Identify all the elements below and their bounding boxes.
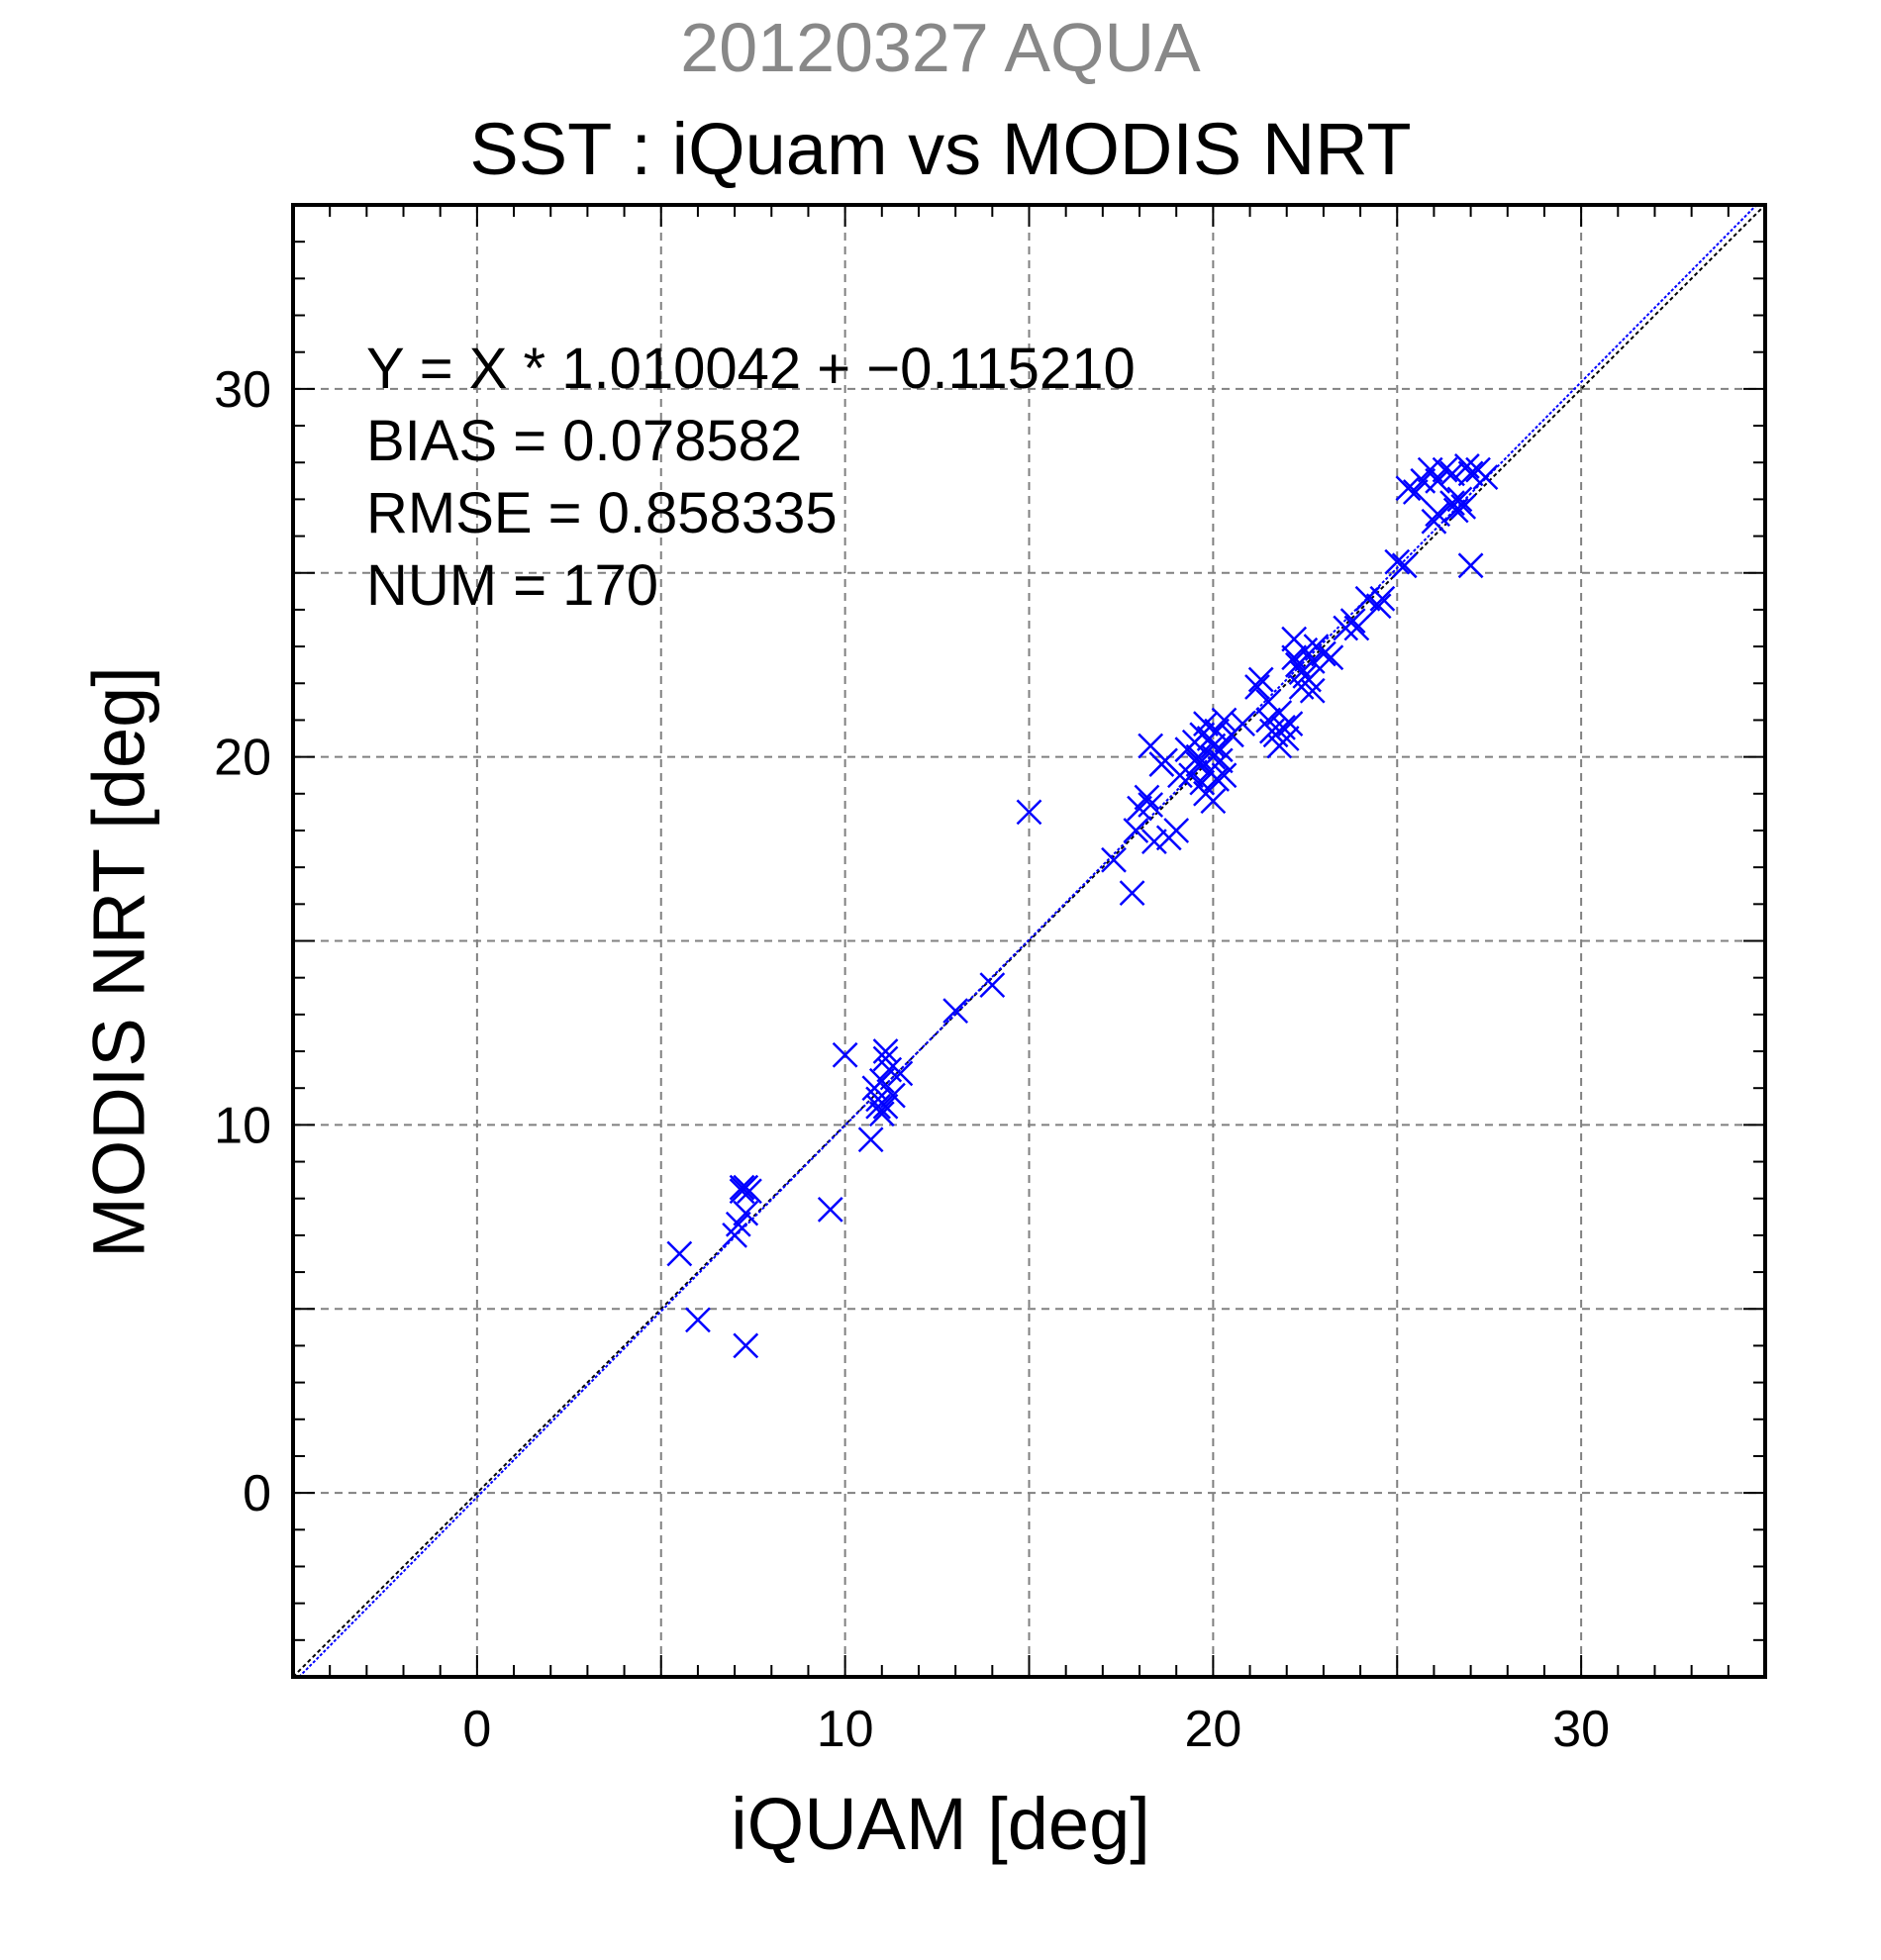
data-point <box>872 1093 899 1120</box>
count-value: NUM = 170 <box>366 553 658 618</box>
data-point <box>1457 552 1484 579</box>
tick-labels: 0 10 20 30 0 10 20 30 <box>214 361 1610 1758</box>
data-point <box>1472 464 1499 490</box>
data-point <box>1273 726 1300 751</box>
data-point <box>737 1178 762 1205</box>
data-point <box>1200 733 1227 759</box>
data-point <box>1163 818 1190 843</box>
data-point <box>942 998 969 1025</box>
data-point <box>868 1067 895 1094</box>
data-point <box>1395 475 1422 502</box>
x-tick-label: 10 <box>817 1701 874 1758</box>
data-point <box>1277 711 1304 737</box>
data-point <box>1339 608 1366 634</box>
x-tick-label: 30 <box>1552 1701 1610 1758</box>
data-point <box>1178 762 1204 789</box>
data-point <box>817 1196 843 1223</box>
data-point <box>1141 829 1167 855</box>
data-point <box>1402 479 1429 505</box>
data-point <box>1450 493 1477 520</box>
x-tick-label: 0 <box>462 1701 491 1758</box>
data-point <box>1247 666 1274 693</box>
rmse-value: RMSE = 0.858335 <box>366 481 838 545</box>
data-point <box>1343 615 1370 641</box>
data-point <box>1391 552 1418 579</box>
data-point <box>865 1093 891 1120</box>
data-point <box>1425 501 1451 528</box>
y-tick-label: 10 <box>214 1097 271 1154</box>
data-point <box>1134 784 1160 811</box>
y-tick-label: 20 <box>214 730 271 787</box>
bias-value: BIAS = 0.078582 <box>366 409 803 473</box>
data-point <box>1204 718 1230 744</box>
data-point <box>1123 818 1149 843</box>
data-point <box>725 1211 751 1237</box>
data-point <box>1207 747 1234 774</box>
data-point <box>1318 644 1344 671</box>
data-point <box>1299 677 1326 704</box>
x-tick-label: 20 <box>1184 1701 1241 1758</box>
data-point <box>1432 456 1458 483</box>
data-point <box>979 972 1006 998</box>
data-point <box>1369 585 1396 612</box>
data-point <box>1417 456 1443 483</box>
chart-title: SST : iQuam vs MODIS NRT <box>469 108 1412 190</box>
y-axis-label: MODIS NRT [deg] <box>77 666 160 1258</box>
data-point <box>872 1045 899 1072</box>
data-point <box>1446 486 1473 513</box>
data-point <box>1354 585 1381 612</box>
data-point <box>1439 460 1465 487</box>
data-point <box>1311 640 1336 667</box>
data-point <box>1211 762 1238 789</box>
data-point <box>1230 711 1255 737</box>
y-tick-label: 0 <box>243 1465 271 1522</box>
reference-lines <box>292 204 1766 1678</box>
data-point <box>1425 467 1451 494</box>
data-point <box>857 1127 884 1153</box>
data-point <box>880 1082 906 1109</box>
data-point <box>666 1240 693 1267</box>
data-point <box>832 1041 858 1068</box>
chart-supertitle: 20120327 AQUA <box>680 9 1201 86</box>
data-point <box>1119 880 1145 907</box>
fit-equation: Y = X * 1.010042 + −0.115210 <box>366 337 1136 401</box>
statistics-annotation: Y = X * 1.010042 + −0.115210 BIAS = 0.07… <box>366 333 1136 622</box>
plot-frame <box>291 203 1767 1679</box>
data-point <box>1200 788 1227 815</box>
fit-line <box>298 204 1758 1678</box>
data-point <box>1204 766 1230 792</box>
data-point <box>733 1200 759 1226</box>
data-point <box>1101 846 1127 873</box>
data-points <box>666 453 1499 1359</box>
data-point <box>868 1101 895 1127</box>
y-tick-label: 30 <box>214 361 271 419</box>
data-point <box>1138 792 1164 818</box>
data-point <box>1016 799 1042 826</box>
data-point <box>733 1332 759 1359</box>
data-point <box>1384 548 1411 575</box>
data-point <box>685 1307 711 1333</box>
data-point <box>729 1174 755 1201</box>
data-point <box>729 1178 755 1205</box>
data-point <box>1244 674 1270 700</box>
x-axis-label: iQUAM [deg] <box>731 1783 1150 1865</box>
data-point <box>1365 593 1392 620</box>
data-point <box>1457 460 1484 487</box>
data-point <box>1207 736 1234 763</box>
